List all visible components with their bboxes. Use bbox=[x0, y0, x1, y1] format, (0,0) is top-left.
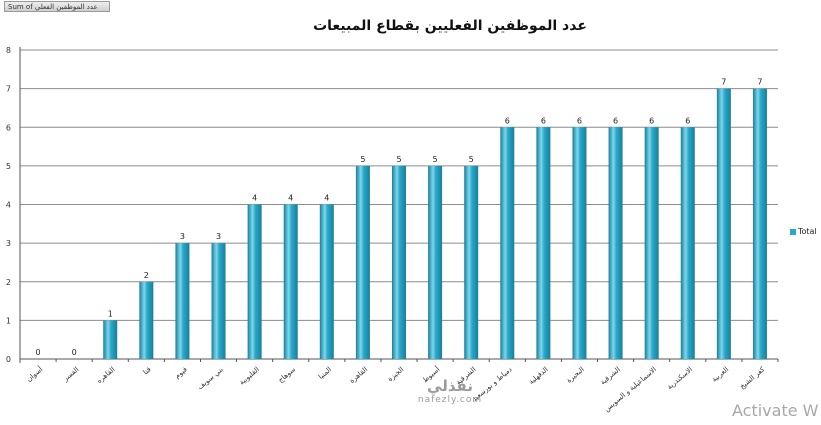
y-tick-label: 4 bbox=[6, 201, 11, 210]
x-tick-label: الاسكندرية bbox=[666, 365, 695, 391]
bar bbox=[500, 127, 515, 359]
legend-label: Total bbox=[798, 227, 817, 236]
x-tick-label: الدقهلية bbox=[527, 365, 549, 386]
data-label: 4 bbox=[288, 194, 293, 203]
x-tick-label: فيوم bbox=[173, 365, 188, 380]
data-label: 6 bbox=[505, 116, 510, 125]
bar bbox=[355, 165, 370, 359]
bar bbox=[428, 165, 443, 359]
bar bbox=[247, 204, 262, 359]
data-label: 7 bbox=[721, 78, 726, 87]
y-tick-label: 0 bbox=[6, 355, 11, 364]
data-label: 3 bbox=[180, 232, 185, 241]
data-label: 6 bbox=[685, 116, 690, 125]
x-tick-label: كفر الشيخ bbox=[738, 365, 767, 391]
y-tick-label: 8 bbox=[6, 46, 11, 55]
bar bbox=[139, 281, 154, 359]
data-label: 1 bbox=[108, 309, 113, 318]
activate-windows-text: Activate W bbox=[732, 401, 819, 420]
x-tick-label: سوهاج bbox=[277, 365, 297, 384]
data-label: 5 bbox=[360, 155, 365, 164]
x-tick-label: القاهره bbox=[95, 365, 116, 385]
watermark: نفذلي nafezly.com bbox=[400, 377, 500, 406]
x-tick-label: المنيا bbox=[317, 365, 333, 380]
bar bbox=[716, 88, 731, 359]
bar bbox=[644, 127, 659, 359]
bar bbox=[211, 243, 226, 359]
bar bbox=[175, 243, 190, 359]
data-label: 6 bbox=[649, 116, 654, 125]
bar bbox=[680, 127, 695, 359]
watermark-main: نفذلي bbox=[427, 377, 473, 395]
data-label: 6 bbox=[613, 116, 618, 125]
y-tick-label: 6 bbox=[6, 123, 11, 132]
field-filter-button[interactable]: Sum of عدد الموظفين الفعلي bbox=[4, 1, 110, 12]
x-tick-label: الفسر bbox=[61, 365, 81, 383]
x-tick-label: البحيرة bbox=[565, 365, 586, 384]
bar bbox=[752, 88, 767, 359]
data-label: 0 bbox=[72, 348, 77, 357]
y-tick-label: 7 bbox=[6, 85, 11, 94]
y-tick-label: 3 bbox=[6, 239, 11, 248]
legend-swatch bbox=[790, 228, 796, 235]
y-tick-label: 5 bbox=[6, 162, 11, 171]
data-label: 5 bbox=[433, 155, 438, 164]
x-tick-label: بني سويف bbox=[196, 365, 225, 391]
data-label: 7 bbox=[757, 78, 762, 87]
data-label: 6 bbox=[541, 116, 546, 125]
data-label: 4 bbox=[324, 194, 329, 203]
bar bbox=[536, 127, 551, 359]
x-tick-label: الغربية bbox=[710, 365, 730, 383]
bar bbox=[319, 204, 334, 359]
bar bbox=[103, 320, 118, 359]
bar bbox=[608, 127, 623, 359]
x-tick-label: القاهرة bbox=[348, 365, 369, 385]
data-label: 0 bbox=[36, 348, 41, 357]
data-label: 5 bbox=[469, 155, 474, 164]
x-tick-label: القليوبية bbox=[238, 365, 261, 386]
watermark-sub: nafezly.com bbox=[417, 395, 483, 405]
data-label: 3 bbox=[216, 232, 221, 241]
chart-title: عدد الموظفين الفعليين بقطاع المبيعات bbox=[313, 18, 587, 34]
data-label: 4 bbox=[252, 194, 257, 203]
bar bbox=[464, 165, 479, 359]
bar bbox=[283, 204, 298, 359]
legend: Total bbox=[790, 227, 817, 236]
bar bbox=[392, 165, 406, 359]
bar bbox=[572, 127, 587, 359]
x-tick-label: أسوان bbox=[24, 365, 44, 384]
data-label: 2 bbox=[144, 271, 149, 280]
x-tick-label: قنا bbox=[142, 365, 153, 376]
x-tick-label: الشرقية bbox=[599, 365, 622, 386]
data-label: 5 bbox=[396, 155, 401, 164]
y-tick-label: 2 bbox=[6, 278, 11, 287]
y-tick-label: 1 bbox=[6, 316, 11, 325]
data-label: 6 bbox=[577, 116, 582, 125]
